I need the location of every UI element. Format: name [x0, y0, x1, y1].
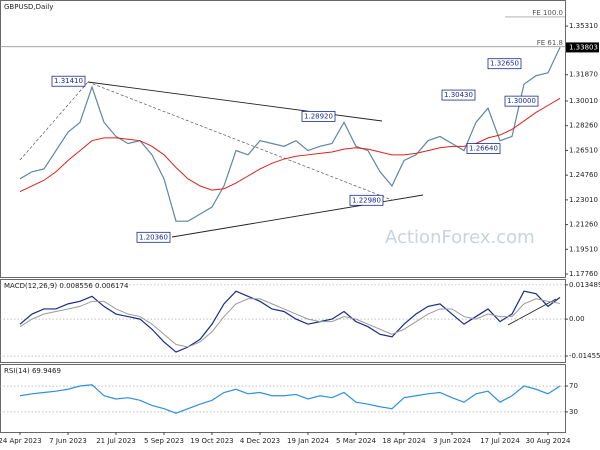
series-line [19, 47, 561, 222]
current-price-label: 1.33803 [569, 43, 598, 51]
y-tick-label: 1.28260 [569, 122, 598, 130]
x-tick-label: 5 Sep 2023 [144, 437, 184, 445]
fib-label: FE 61.8 [537, 39, 563, 47]
series-line [19, 384, 561, 414]
y-tick-label: 1.30010 [569, 97, 598, 105]
panel-title: MACD(12,26,9) 0.008556 0.006174 [4, 282, 129, 290]
y-tick-label: 1.26510 [569, 146, 598, 154]
panel-title: RSI(14) 69.9469 [4, 367, 61, 375]
annotation-box [136, 231, 171, 243]
x-tick-label: 21 Jul 2023 [96, 437, 136, 445]
y-tick-label: 0.013489 [569, 281, 600, 289]
x-tick-label: 4 Dec 2023 [240, 437, 280, 445]
current-price-box [566, 42, 599, 53]
y-tick-label: 70 [569, 382, 578, 390]
annotation-label: 1.32650 [490, 60, 519, 68]
y-tick-label: 30 [569, 408, 578, 416]
price-panel [0, 0, 566, 278]
trendline [87, 81, 393, 201]
trendline [507, 298, 557, 326]
macd-panel [0, 279, 566, 363]
annotation-label: 1.28920 [304, 112, 333, 120]
x-tick-label: 18 Apr 2024 [382, 437, 426, 445]
y-tick-label: 1.24760 [569, 171, 598, 179]
x-tick-label: 5 Mar 2024 [336, 437, 376, 445]
annotation-box [349, 194, 384, 206]
y-tick-label: 1.23010 [569, 196, 598, 204]
trendlines: ActionForex.com [19, 81, 557, 326]
annotation-label: 1.30000 [507, 97, 536, 105]
y-tick-label: 1.19510 [569, 245, 598, 253]
annotation-label: 1.20360 [139, 233, 168, 241]
watermark: ActionForex.com [385, 227, 535, 248]
y-tick-label: 1.21260 [569, 221, 598, 229]
series-line [19, 290, 561, 353]
fib-label: FE 100.0 [532, 9, 563, 17]
trendline [19, 81, 89, 161]
annotation-label: 1.26640 [469, 145, 498, 153]
x-tick-label: 17 Jul 2024 [480, 437, 520, 445]
x-tick-label: 30 Aug 2024 [526, 437, 571, 445]
y-tick-label: 0.00 [569, 315, 585, 323]
x-tick-label: 3 Jun 2024 [433, 437, 471, 445]
annotation-box [487, 58, 522, 70]
y-tick-label: -0.014554 [569, 352, 600, 360]
annotation-box [441, 89, 476, 101]
y-tick-label: 1.17760 [569, 270, 598, 278]
x-tick-label: 19 Oct 2023 [190, 437, 233, 445]
y-tick-label: 1.31870 [569, 71, 598, 79]
annotation-box [466, 143, 501, 154]
annotation-box [301, 110, 336, 122]
annotation-label: 1.30430 [444, 91, 473, 99]
annotation-label: 1.31410 [54, 77, 83, 85]
annotation-box [51, 75, 86, 87]
x-tick-label: 19 Jan 2024 [287, 437, 330, 445]
series-line [19, 298, 561, 348]
annotation-box [504, 95, 539, 107]
y-tick-label: 1.35310 [569, 22, 598, 30]
x-tick-label: 7 Jun 2023 [49, 437, 87, 445]
annotation-label: 1.22980 [352, 196, 381, 204]
panel-title: GBPUSD,Daily [4, 3, 53, 11]
rsi-panel [0, 364, 566, 433]
x-tick-label: 24 Apr 2023 [0, 437, 42, 445]
